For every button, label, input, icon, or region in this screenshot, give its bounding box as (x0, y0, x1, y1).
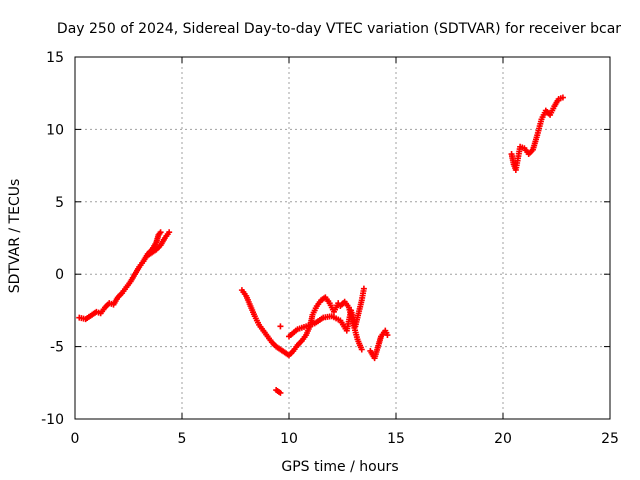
x-tick-label: 15 (387, 431, 405, 447)
series-arc-9 (508, 94, 566, 173)
y-tick-labels: -10 -5 0 5 10 15 (41, 50, 64, 428)
plot-frame (74, 56, 611, 420)
series-arc-5 (277, 323, 284, 330)
data-point (166, 229, 173, 236)
series-arc-8 (367, 327, 391, 362)
data-point (559, 94, 566, 101)
y-tick-label: -10 (41, 412, 64, 428)
series-arc-3 (238, 287, 342, 359)
data-points (76, 94, 566, 396)
data-point (358, 346, 365, 353)
data-point (157, 229, 164, 236)
x-axis-label: GPS time / hours (281, 459, 398, 475)
series-arc-1 (76, 229, 164, 323)
series-arc-4 (273, 387, 284, 396)
x-tick-label: 20 (494, 431, 512, 447)
chart-title: Day 250 of 2024, Sidereal Day-to-day VTE… (57, 21, 621, 37)
y-tick-label: 0 (55, 267, 64, 283)
series-arc-2 (144, 229, 173, 259)
data-point (277, 323, 284, 330)
y-axis-label: SDTVAR / TECUs (7, 179, 23, 294)
x-tick-labels: 0 5 10 15 20 25 (71, 431, 619, 447)
y-tick-label: -5 (50, 340, 64, 356)
x-tick-label: 5 (178, 431, 187, 447)
data-point (360, 285, 367, 292)
y-tick-label: 15 (46, 50, 64, 66)
x-tick-label: 0 (71, 431, 80, 447)
x-tick-label: 10 (280, 431, 298, 447)
data-point (277, 389, 284, 396)
y-tick-label: 10 (46, 122, 64, 138)
grid (75, 57, 610, 419)
y-tick-label: 5 (55, 195, 64, 211)
data-point (384, 332, 391, 339)
x-tick-label: 25 (601, 431, 619, 447)
series-arc-7 (337, 298, 365, 353)
